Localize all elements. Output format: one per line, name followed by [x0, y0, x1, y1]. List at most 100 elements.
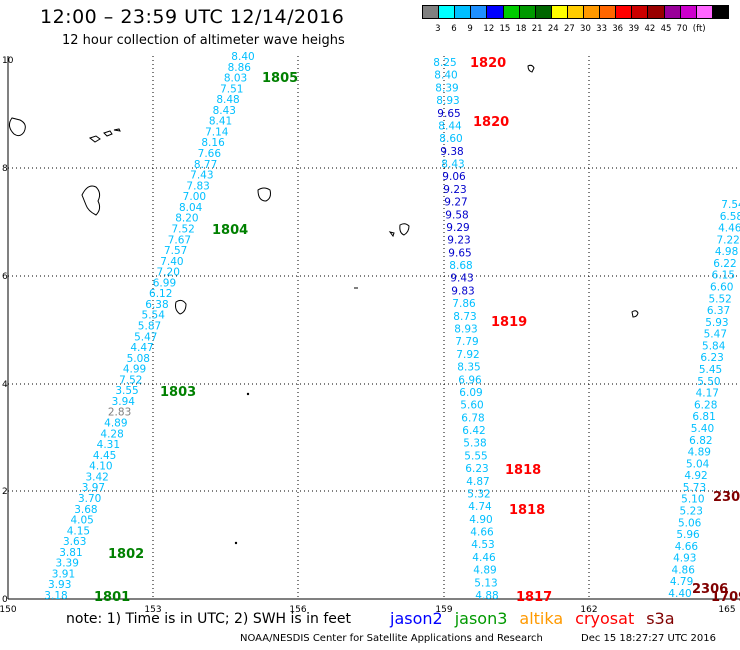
time-label: 1803: [160, 385, 196, 400]
island-outline: [257, 187, 271, 202]
swh-value: 7.14: [205, 126, 229, 138]
time-label: 1818: [505, 463, 541, 478]
swh-value: 5.13: [474, 577, 497, 589]
swh-value: 5.93: [705, 317, 728, 329]
swh-value: 3.81: [59, 547, 82, 559]
swh-value: 5.06: [678, 517, 702, 529]
legend-label: 39: [628, 24, 640, 34]
swh-value: 8.68: [449, 260, 472, 272]
y-tick-label: 6: [2, 272, 8, 282]
color-legend: 3 6 9 12 15 18 21 24 27 30 33 36 39 42 45 70 (ft): [422, 5, 729, 37]
swh-value: 7.51: [220, 83, 243, 95]
swh-value: 4.88: [475, 590, 498, 602]
swh-value: 5.08: [127, 353, 150, 365]
time-label: 1818: [509, 503, 545, 518]
swh-value: 8.48: [216, 94, 239, 106]
legend-label: 70: [676, 24, 688, 34]
time-label: 2305: [713, 490, 740, 505]
swh-value: 4.74: [468, 501, 492, 513]
swh-value: 2.83: [108, 407, 131, 419]
swh-value: 9.65: [448, 247, 471, 259]
island-outline: [399, 223, 410, 236]
swh-value: 8.77: [194, 159, 217, 171]
swh-value: 5.55: [464, 450, 487, 462]
swh-value: 4.47: [130, 342, 153, 354]
swh-value: 7.52: [171, 223, 194, 235]
legend-label: 30: [580, 24, 591, 34]
swh-value: 3.18: [44, 590, 67, 602]
swh-value: 8.93: [436, 95, 459, 107]
swh-value: 5.32: [467, 488, 490, 500]
swh-value: 8.93: [454, 324, 477, 336]
swh-value: 6.12: [149, 288, 172, 300]
swh-value: 8.41: [209, 116, 232, 128]
swh-value: 3.68: [74, 504, 97, 516]
swh-value: 8.04: [179, 202, 203, 214]
swh-value: 6.23: [465, 463, 488, 475]
time-label: 1817: [516, 590, 552, 605]
legend-label: 21: [531, 24, 543, 34]
swh-value: 5.04: [686, 458, 710, 470]
swh-value: 7.54: [721, 199, 740, 211]
satellite-name: altika: [519, 609, 564, 628]
swh-value: 8.43: [441, 159, 464, 171]
legend-label: (ft): [692, 24, 706, 34]
swh-value: 3.93: [48, 579, 71, 591]
swh-value: 8.35: [457, 362, 480, 374]
time-label: 1820: [473, 115, 509, 130]
swh-value: 4.46: [718, 223, 740, 235]
swh-value: 4.90: [469, 514, 492, 526]
swh-value: 4.89: [688, 447, 711, 459]
island-outline: [527, 64, 535, 73]
island-outline: [8, 117, 26, 137]
swh-value: 5.52: [708, 293, 731, 305]
swh-value: 8.44: [438, 120, 462, 132]
swh-value: 9.23: [447, 235, 470, 247]
swh-value: 5.47: [704, 329, 727, 341]
swh-value: 7.66: [198, 148, 222, 160]
swh-value: 7.52: [119, 374, 142, 386]
island-outline: [88, 135, 101, 143]
swh-value: 3.91: [52, 568, 75, 580]
swh-value: 9.27: [444, 197, 467, 209]
time-label: 2306: [692, 582, 728, 597]
swh-value: 7.83: [186, 180, 209, 192]
swh-value: 9.23: [443, 184, 466, 196]
legend-label: 9: [467, 24, 473, 34]
satellite-name: s3a: [646, 609, 675, 628]
island-outline: [175, 299, 187, 315]
swh-value: 5.60: [460, 400, 483, 412]
swh-value: 4.93: [673, 553, 696, 565]
time-label: 1802: [108, 547, 144, 562]
island-outline: [631, 310, 639, 318]
swh-value: 4.87: [466, 476, 489, 488]
swh-value: 7.43: [190, 170, 213, 182]
swh-value: 9.43: [450, 273, 473, 285]
swh-value: 8.73: [453, 311, 476, 323]
legend-label: 12: [483, 24, 495, 34]
swh-value: 9.83: [451, 285, 474, 297]
swh-value: 6.82: [689, 435, 712, 447]
swh-value: 9.65: [437, 108, 460, 120]
swh-value: 6.96: [458, 374, 482, 386]
swh-value: 5.47: [134, 331, 157, 343]
swh-value: 9.29: [446, 222, 469, 234]
satellite-name: jason2: [390, 609, 443, 628]
y-tick-label: 4: [2, 380, 8, 390]
swh-value: 9.58: [445, 209, 468, 221]
legend-label: 18: [515, 24, 527, 34]
swh-value: 7.00: [183, 191, 206, 203]
swh-value: 4.89: [104, 418, 127, 430]
swh-value: 8.40: [231, 51, 254, 63]
swh-value: 5.84: [702, 340, 726, 352]
swh-value: 4.53: [471, 539, 494, 551]
swh-value: 4.46: [472, 552, 496, 564]
swh-value: 4.98: [715, 246, 738, 258]
swh-value: 5.96: [676, 529, 700, 541]
satellite-name: jason3: [454, 609, 508, 628]
swh-value: 5.50: [697, 376, 720, 388]
swh-value: 6.22: [713, 258, 736, 270]
swh-value: 5.45: [699, 364, 722, 376]
x-tick-label: 150: [0, 605, 17, 615]
altimeter-tracks: 8.408.868.037.518.488.438.417.148.167.66…: [44, 51, 740, 602]
